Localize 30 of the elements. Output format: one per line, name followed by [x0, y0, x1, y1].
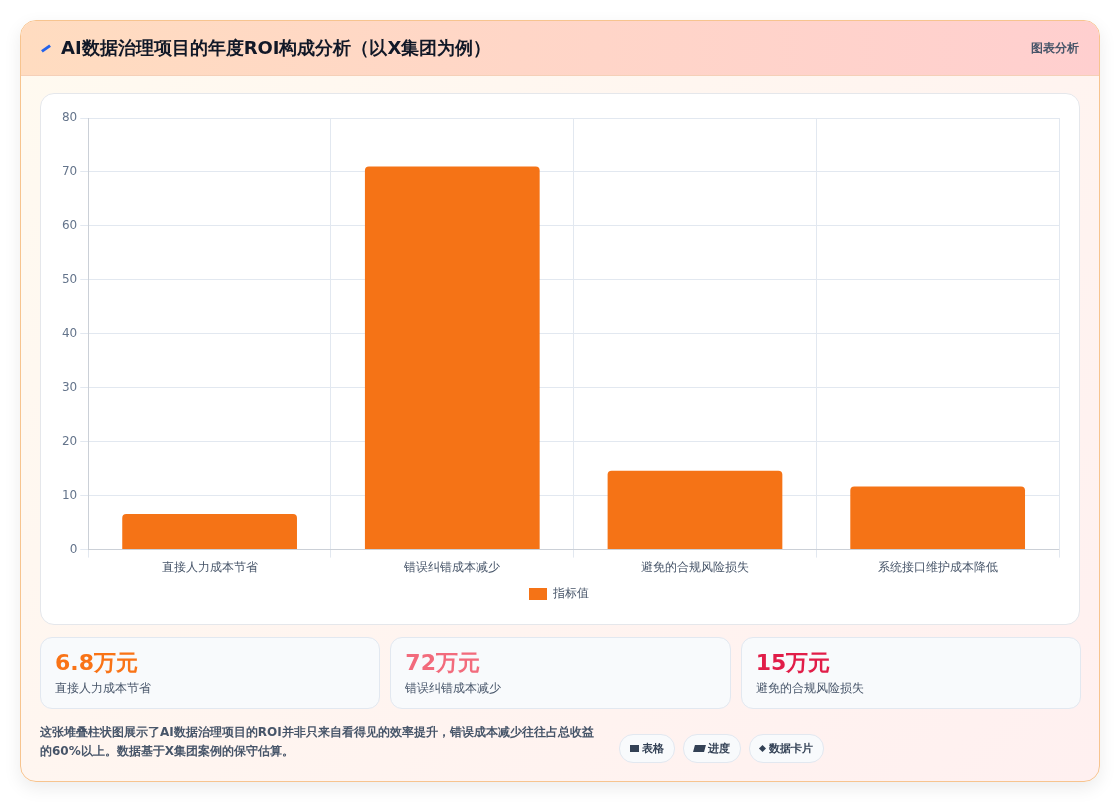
bar	[850, 486, 1026, 550]
text: 6.8万元	[55, 650, 139, 676]
chart-title: AI数据治理项目的年度ROI构成分析（以X集团为例）	[61, 36, 492, 60]
text: 避免的合规风险损失	[755, 680, 865, 697]
bar	[122, 513, 297, 550]
text: 15万元	[755, 650, 832, 676]
y-tick-label: 80	[61, 110, 78, 125]
bar	[364, 166, 540, 550]
x-tick-label: 系统接口维护成本降低	[877, 559, 998, 574]
text: 错误纠错成本减少	[405, 680, 503, 697]
text: 图表分析	[1031, 39, 1079, 57]
x-tick-label: 错误纠错成本减少	[403, 559, 501, 574]
x-tick-label: 避免的合规风险损失	[640, 559, 749, 574]
y-tick-label: 0	[69, 541, 78, 556]
text: 数据卡片	[749, 734, 824, 763]
y-tick-label: 70	[61, 164, 78, 179]
y-tick-label: 10	[61, 487, 78, 502]
y-tick-label: 40	[61, 325, 78, 340]
text: 进度	[683, 734, 741, 763]
y-tick-label: 30	[61, 379, 78, 394]
x-tick-label: 直接人力成本节省	[161, 559, 258, 574]
text: 直接人力成本节省	[55, 680, 152, 697]
text: 表格	[619, 734, 675, 763]
text: 这张堆叠柱状图展示了AI数据治理项目的ROI并非只来自看得见的效率提升，错误成本减少往往占总收益的60%以上。数据基于X集团案例的保守估算。	[40, 724, 595, 760]
y-tick-label: 20	[61, 433, 78, 448]
y-tick-label: 60	[61, 218, 78, 233]
legend-label: 指标值	[552, 586, 589, 601]
y-tick-label: 50	[61, 271, 78, 286]
bar	[607, 470, 783, 550]
text: 72万元	[405, 650, 481, 676]
